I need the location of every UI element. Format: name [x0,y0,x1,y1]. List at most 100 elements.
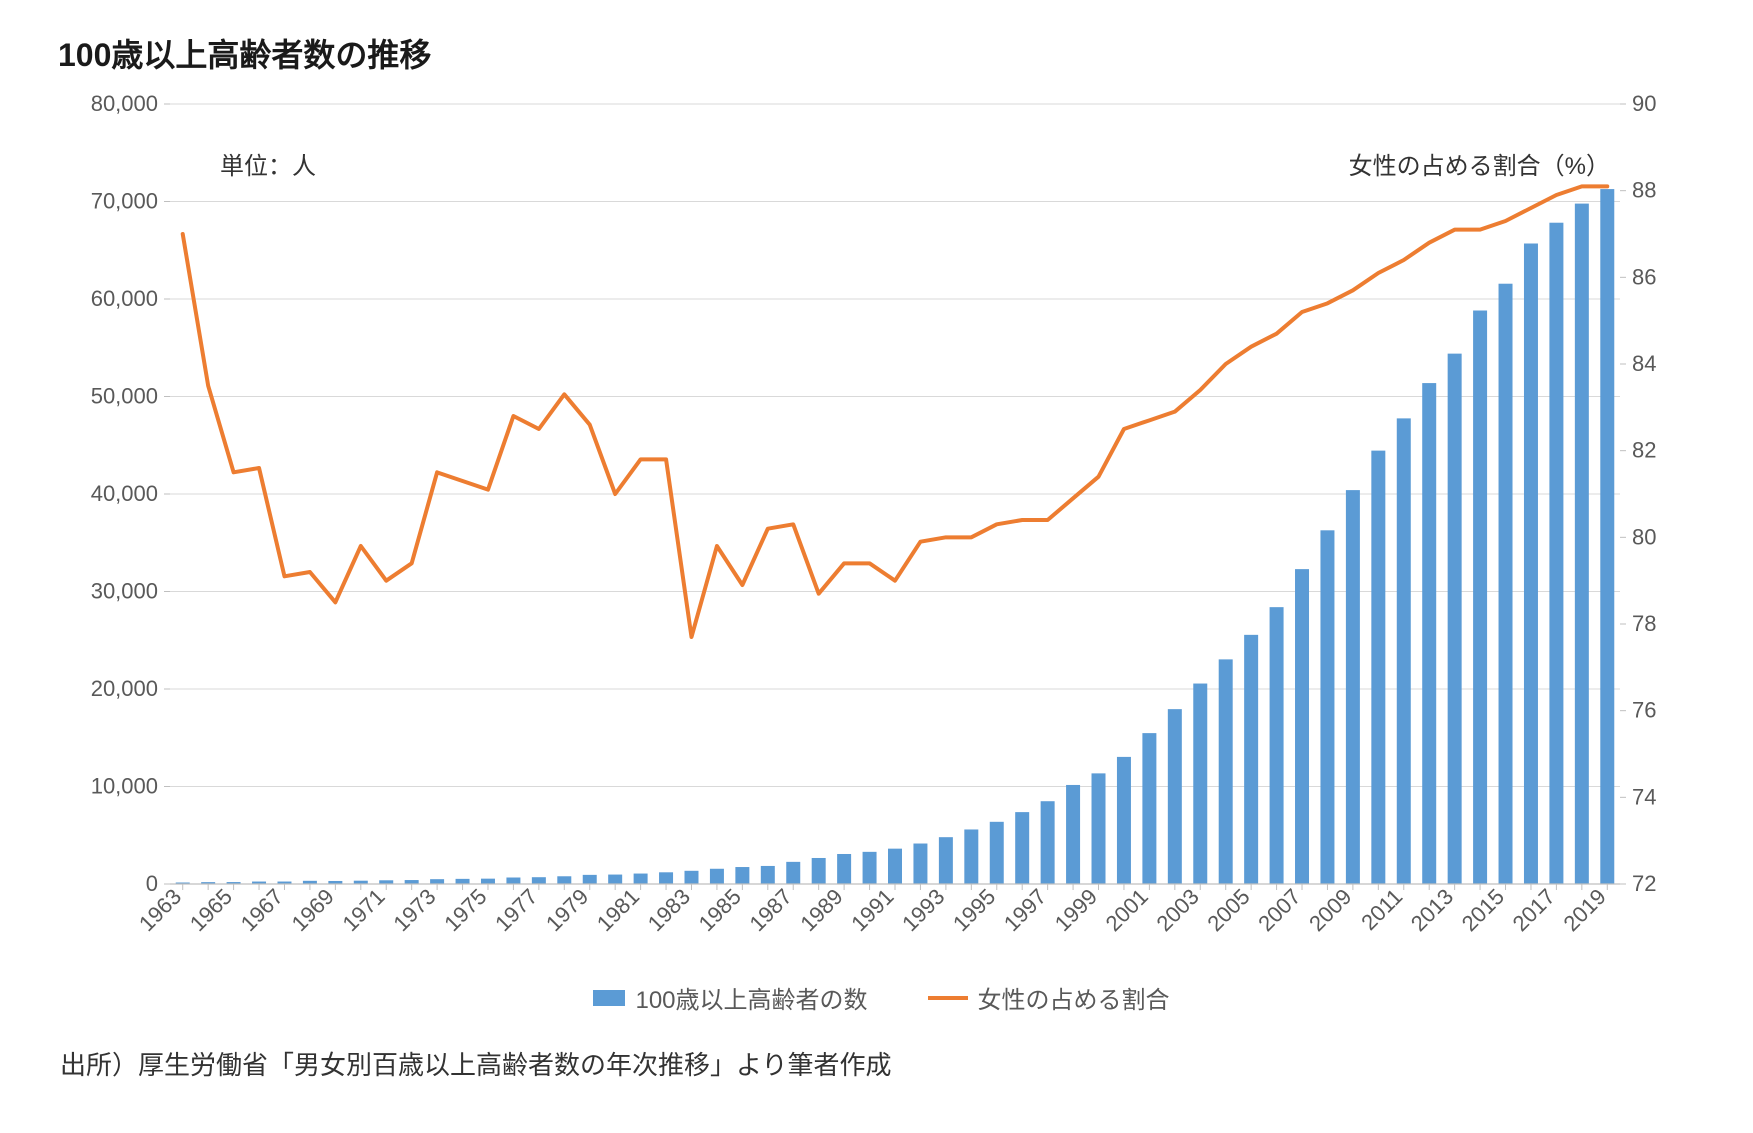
y-left-tick-label: 20,000 [91,676,158,701]
x-tick-label: 2011 [1356,884,1407,935]
y-right-tick-label: 78 [1632,611,1656,636]
bar [710,869,724,884]
x-tick-label: 1973 [388,884,440,936]
y-right-tick-label: 72 [1632,871,1656,896]
chart-legend: 100歳以上高齢者の数 女性の占める割合 [50,980,1713,1015]
bar [659,872,673,884]
bar [608,875,622,884]
x-tick-label: 1985 [694,884,746,936]
bar [506,878,520,884]
bar [1524,244,1538,884]
bar [990,822,1004,884]
x-tick-label: 2009 [1304,884,1356,936]
x-tick-label: 2017 [1508,884,1560,936]
bar [1346,490,1360,884]
line-series [183,186,1608,637]
y-right-tick-label: 90 [1632,94,1656,116]
x-tick-label: 1995 [948,884,1000,936]
x-tick-label: 1993 [897,884,949,936]
x-tick-label: 1983 [643,884,695,936]
bar [761,866,775,884]
bar [939,837,953,884]
x-tick-label: 2001 [1101,884,1153,936]
bar [1168,709,1182,884]
legend-bar-swatch-icon [593,990,625,1006]
x-tick-label: 1967 [236,884,288,936]
x-tick-label: 1989 [795,884,847,936]
x-tick-label: 1969 [287,884,339,936]
bar [812,858,826,884]
y-left-tick-label: 0 [146,871,158,896]
x-tick-label: 1979 [541,884,593,936]
y-left-tick-label: 70,000 [91,189,158,214]
y-right-tick-label: 86 [1632,264,1656,289]
y-left-tick-label: 80,000 [91,94,158,116]
bar [837,854,851,884]
y-right-tick-label: 76 [1632,698,1656,723]
x-tick-label: 1963 [134,884,186,936]
x-tick-label: 2005 [1202,884,1254,936]
x-tick-label: 2007 [1253,884,1305,936]
bar [1422,383,1436,884]
bar [1219,659,1233,884]
y-left-tick-label: 40,000 [91,481,158,506]
bar [1473,311,1487,884]
bar [1066,785,1080,884]
x-tick-label: 2013 [1406,884,1458,936]
x-tick-label: 1981 [592,884,644,936]
bar [1499,284,1513,884]
bar [1041,801,1055,884]
chart-title: 100歳以上高齢者数の推移 [58,30,1713,76]
bar [735,867,749,884]
y-right-tick-label: 84 [1632,351,1656,376]
bar [964,829,978,884]
bar [1397,418,1411,884]
right-axis-label: 女性の占める割合（%） [1349,153,1610,180]
bar [684,871,698,884]
y-left-tick-label: 30,000 [91,579,158,604]
bar [557,876,571,884]
bar [1244,635,1258,884]
bar [1270,607,1284,884]
bar [1600,189,1614,884]
legend-item-line: 女性の占める割合 [928,980,1170,1015]
legend-bar-label: 100歳以上高齢者の数 [635,980,867,1015]
y-left-tick-label: 50,000 [91,384,158,409]
bar [1142,733,1156,884]
bar [1575,204,1589,884]
y-right-tick-label: 82 [1632,438,1656,463]
bar [888,849,902,884]
bar [1193,684,1207,884]
source-text: 出所）厚生労働省「男女別百歳以上高齢者数の年次推移」より筆者作成 [60,1045,1713,1082]
legend-line-label: 女性の占める割合 [978,980,1170,1015]
x-tick-label: 1977 [490,884,542,936]
x-tick-label: 2015 [1457,884,1509,936]
bar [634,874,648,884]
bar [430,879,444,884]
unit-label: 単位：人 [220,153,316,180]
x-tick-label: 1987 [744,884,796,936]
y-right-tick-label: 80 [1632,524,1656,549]
bar [481,879,495,884]
bar [1448,354,1462,884]
bar [532,877,546,884]
x-tick-label: 2003 [1152,884,1204,936]
y-right-tick-label: 74 [1632,784,1656,809]
x-tick-label: 1997 [999,884,1051,936]
bar [913,844,927,884]
bar [1015,812,1029,884]
legend-item-bar: 100歳以上高齢者の数 [593,980,867,1015]
x-tick-label: 1965 [185,884,237,936]
bar [583,875,597,884]
bar [1549,223,1563,884]
x-tick-label: 1999 [1050,884,1102,936]
bar [1320,530,1334,884]
chart-canvas: 010,00020,00030,00040,00050,00060,00070,… [60,94,1700,974]
x-tick-label: 1971 [337,884,389,936]
bar [1092,773,1106,884]
x-tick-label: 1991 [846,884,898,936]
bar [1295,569,1309,884]
bar [1117,757,1131,884]
bar [1371,451,1385,884]
bar [786,862,800,884]
